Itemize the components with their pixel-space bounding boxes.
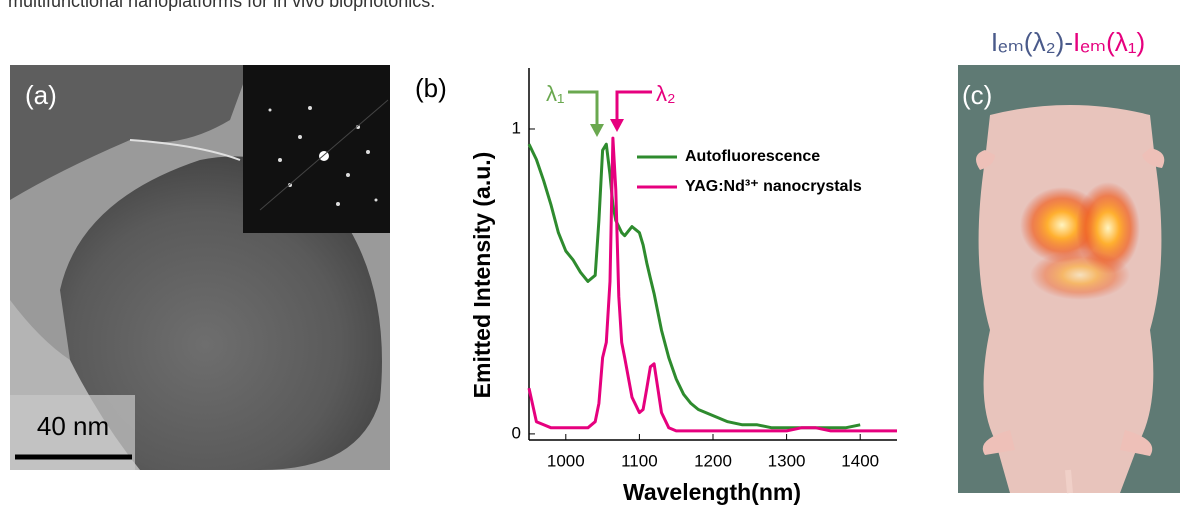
x-tick-label: 1300 [768, 451, 806, 470]
legend-label: Autofluorescence [685, 148, 820, 165]
arrowhead [610, 119, 624, 132]
series-line [527, 136, 897, 433]
panel-label: (a) [25, 80, 57, 110]
y-axis-label: Emitted Intensity (a.u.) [469, 152, 495, 399]
annotation: λ₁ [546, 81, 564, 106]
y-tick-label: 1 [512, 118, 521, 137]
legend-label: YAG:Nd³⁺ nanocrystals [685, 178, 862, 195]
arrow [568, 90, 599, 128]
x-tick-label: 1100 [621, 451, 658, 470]
x-axis-label: Wavelength(nm) [623, 479, 801, 505]
title-part: Iₑₘ(λ₁) [1073, 27, 1145, 57]
x-tick-label: 1000 [547, 451, 585, 470]
title-part: Iₑₘ(λ₂)- [991, 27, 1073, 57]
caption: multifunctional nanoplatforms for in viv… [8, 0, 435, 11]
panel-label: (c) [962, 80, 992, 110]
arrowhead [590, 124, 604, 137]
tem-image [10, 65, 390, 470]
x-tick-label: 1400 [841, 451, 879, 470]
panel-label: (b) [415, 73, 447, 103]
scale-bar-label: 40 nm [37, 411, 109, 441]
panel-title: Iₑₘ(λ₂)-Iₑₘ(λ₁) [991, 27, 1145, 57]
mouse-image [958, 65, 1180, 494]
annotation: λ₂ [656, 81, 676, 106]
y-tick-label: 0 [512, 423, 521, 442]
x-tick-label: 1200 [694, 451, 732, 470]
series-line [527, 142, 861, 430]
arrow [615, 90, 652, 123]
